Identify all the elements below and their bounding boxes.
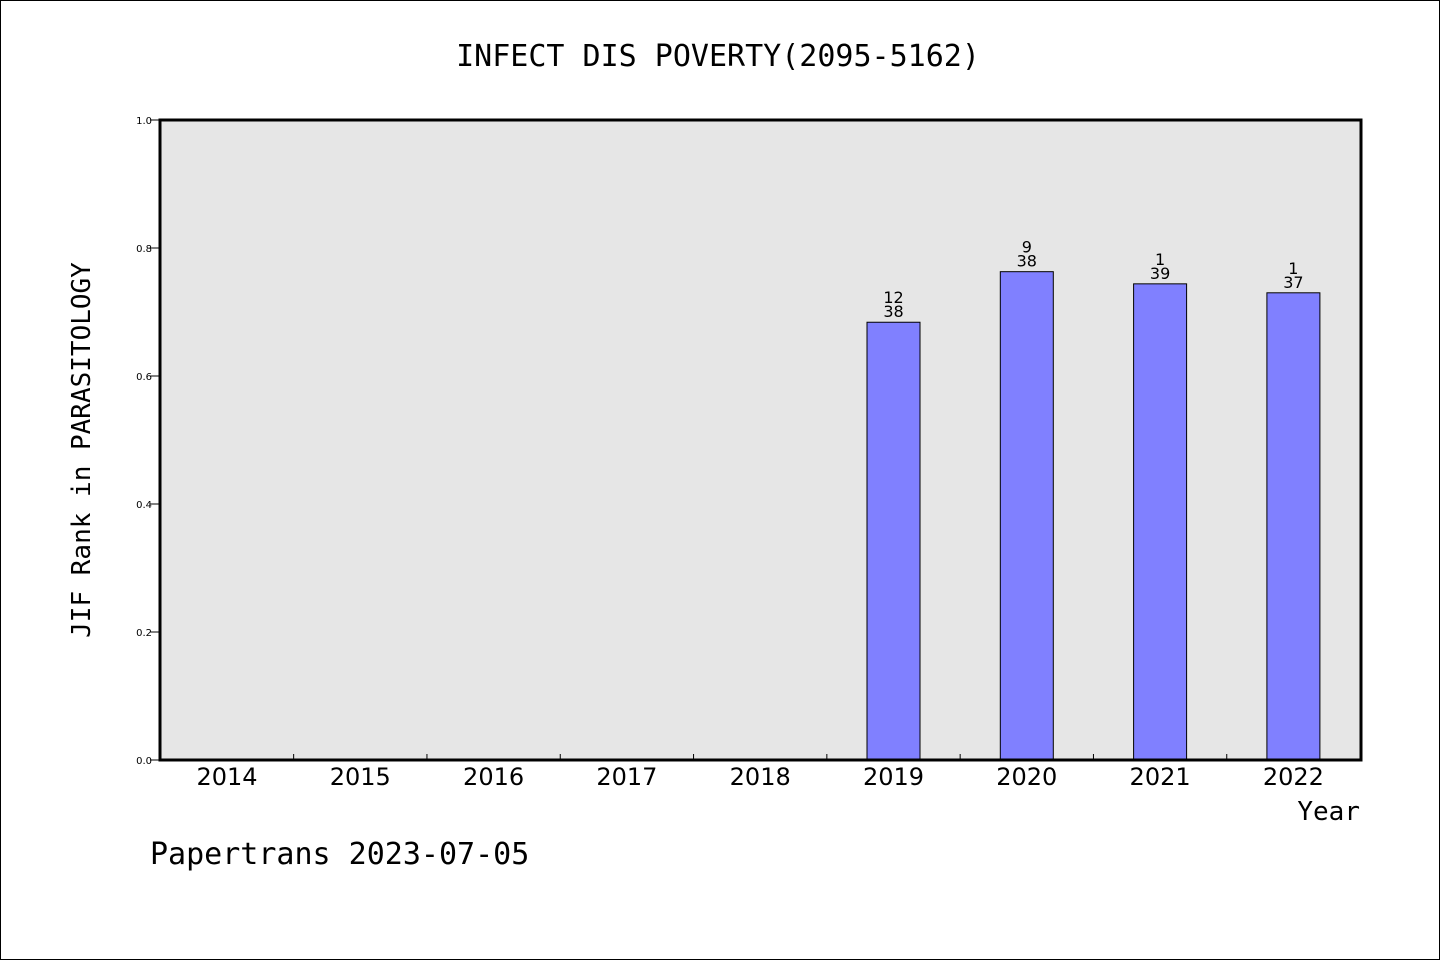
y-tick-label: 1.0	[136, 116, 152, 127]
y-tick-label: 0.8	[136, 244, 152, 255]
bar-label-bottom: 39	[1150, 264, 1170, 283]
x-tick-label: 2015	[330, 763, 391, 791]
y-ticks-group: 0.0 0.2 0.4 0.6 0.8 1.0	[136, 116, 160, 767]
bars-group	[866, 271, 1321, 761]
bar-label-bottom: 38	[883, 302, 903, 321]
bar-label-bottom: 38	[1017, 252, 1037, 271]
plot-border	[158, 118, 1363, 762]
bar-label-top: 12	[883, 288, 903, 307]
bar-label-top: 1	[1155, 250, 1165, 269]
x-tick-label: 2018	[730, 763, 791, 791]
bar-label-bottom: 37	[1283, 273, 1303, 292]
x-tick-label: 2016	[463, 763, 524, 791]
x-tick-label: 2020	[996, 763, 1057, 791]
bar-2020	[999, 271, 1054, 761]
x-tick-label: 2019	[863, 763, 924, 791]
bar-label-top: 9	[1022, 238, 1032, 257]
bar-2019	[866, 321, 921, 761]
credit-text: Papertrans 2023-07-05	[150, 837, 529, 872]
x-tick-label: 2021	[1130, 763, 1191, 791]
bar-label-top: 1	[1288, 259, 1298, 278]
x-axis-label: Year	[1297, 797, 1360, 827]
y-tick-label: 0.6	[136, 372, 152, 383]
chart-title: INFECT DIS POVERTY(2095-5162)	[456, 39, 980, 74]
y-tick-label: 0.0	[136, 756, 152, 767]
x-tick-label: 2017	[596, 763, 657, 791]
x-ticks-group: 2014 2015 2016 2017 2018 2019 2020 2021 2022	[196, 754, 1324, 791]
bar-2021	[1133, 283, 1188, 761]
bar-2022	[1266, 292, 1321, 761]
y-axis-label: JIF Rank in PARASITOLOGY	[67, 262, 97, 638]
x-tick-label: 2022	[1263, 763, 1324, 791]
y-tick-label: 0.4	[136, 500, 152, 511]
y-tick-label: 0.2	[136, 628, 152, 639]
x-tick-label: 2014	[196, 763, 257, 791]
